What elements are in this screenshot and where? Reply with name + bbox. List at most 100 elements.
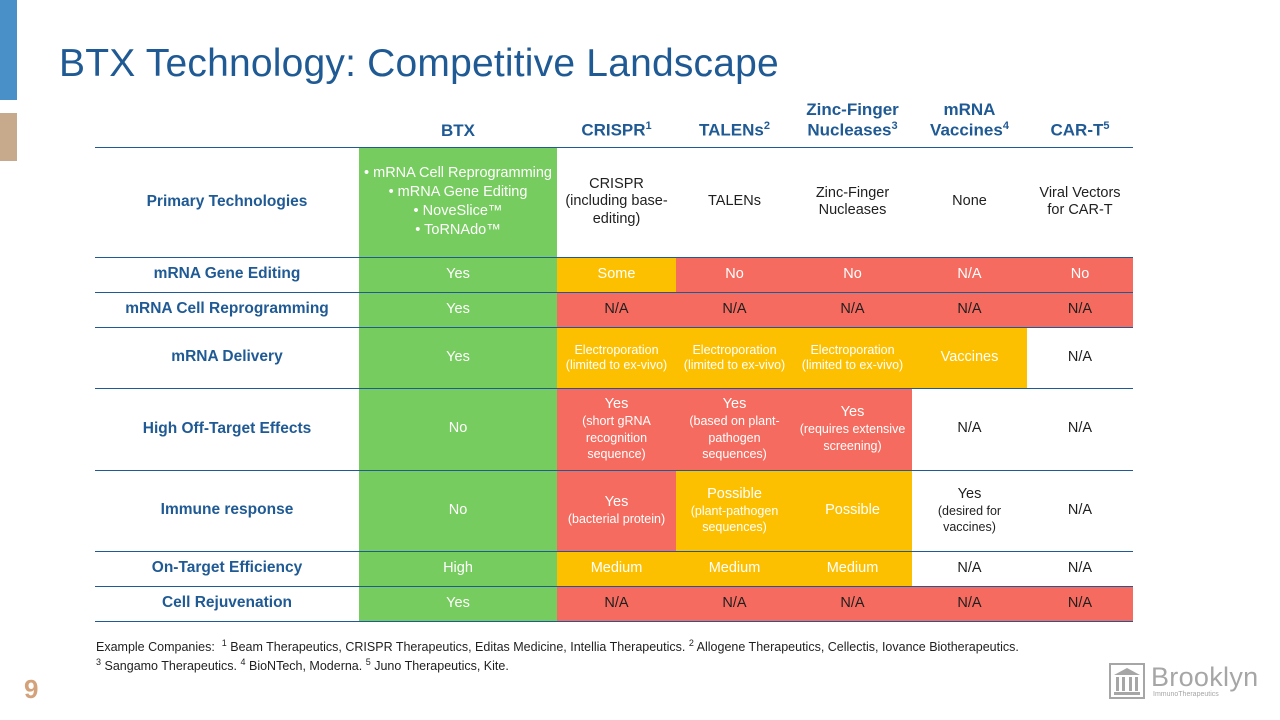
footnote-marker: 2 (688, 638, 694, 648)
row-primary-technologies: Primary Technologies mRNA Cell Reprogram… (95, 147, 1133, 257)
cell-main-text: Yes (604, 493, 629, 510)
cell-cart: N/A (1027, 327, 1133, 388)
cell-crispr: N/A (557, 586, 676, 621)
row-cell-rejuvenation: Cell Rejuvenation Yes N/A N/A N/A N/A N/… (95, 586, 1133, 621)
cell-zfn: N/A (793, 292, 912, 327)
row-on-target-efficiency: On-Target Efficiency High Medium Medium … (95, 551, 1133, 586)
cell-detail-text: (short gRNA recognition sequence) (582, 414, 651, 461)
cell-cart: N/A (1027, 586, 1133, 621)
list-item: mRNA Gene Editing (363, 183, 553, 202)
cell-btx: Yes (359, 327, 557, 388)
header-zfn: Zinc-Finger Nucleases3 (806, 100, 899, 141)
cell-crispr: Some (557, 257, 676, 292)
cell-btx: Yes (359, 586, 557, 621)
cell-mrna: None (912, 147, 1027, 257)
list-item: mRNA Cell Reprogramming (363, 164, 553, 183)
cell-cart: Viral Vectors for CAR-T (1027, 147, 1133, 257)
footnote-prefix: Example Companies: (96, 640, 215, 655)
cell-cart: N/A (1027, 470, 1133, 551)
row-label: Cell Rejuvenation (161, 594, 293, 612)
footnote: Example Companies: 1 Beam Therapeutics, … (96, 637, 1146, 675)
cell-main-text: Yes (722, 395, 747, 412)
row-label: mRNA Cell Reprogramming (125, 300, 329, 318)
row-mrna-gene-editing: mRNA Gene Editing Yes Some No No N/A No (95, 257, 1133, 292)
cell-zfn: Electroporation (limited to ex-vivo) (793, 327, 912, 388)
cell-mrna: N/A (912, 551, 1027, 586)
cell-talens: Yes (based on plant-pathogen sequences) (676, 388, 793, 470)
footnote-text: Allogene Therapeutics, Cellectis, Iovanc… (696, 640, 1019, 655)
footnote-marker: 3 (96, 657, 102, 668)
footnote-text: BioNTech, Moderna. (248, 659, 363, 674)
footnote-marker: 5 (365, 657, 371, 668)
cell-btx: Yes (359, 257, 557, 292)
footnote-marker: 4 (240, 657, 246, 668)
header-btx: BTX (441, 121, 475, 141)
row-mrna-delivery: mRNA Delivery Yes Electroporation (limit… (95, 327, 1133, 388)
cell-crispr: Yes (bacterial protein) (557, 470, 676, 551)
row-high-off-target-effects: High Off-Target Effects No Yes (short gR… (95, 388, 1133, 470)
cell-btx: No (359, 470, 557, 551)
cell-talens: Possible (plant-pathogen sequences) (676, 470, 793, 551)
cell-zfn: N/A (793, 586, 912, 621)
cell-btx: mRNA Cell Reprogramming mRNA Gene Editin… (359, 147, 557, 257)
footnote-text: Beam Therapeutics, CRISPR Therapeutics, … (230, 640, 686, 655)
cell-btx: High (359, 551, 557, 586)
row-label: mRNA Delivery (171, 348, 283, 366)
row-label: mRNA Gene Editing (153, 265, 301, 283)
cell-detail-text: (bacterial protein) (567, 512, 666, 527)
cell-mrna: N/A (912, 257, 1027, 292)
cell-mrna: N/A (912, 292, 1027, 327)
cell-crispr: Electroporation (limited to ex-vivo) (557, 327, 676, 388)
footnote-marker: 1 (221, 638, 227, 648)
cell-crispr: Yes (short gRNA recognition sequence) (557, 388, 676, 470)
cell-main-text: Possible (707, 485, 762, 502)
cell-zfn: Possible (793, 470, 912, 551)
row-label: On-Target Efficiency (151, 559, 303, 577)
cell-detail-text: (plant-pathogen sequences) (690, 503, 779, 535)
slide-title: BTX Technology: Competitive Landscape (59, 42, 779, 85)
row-label: Immune response (160, 501, 294, 519)
cell-crispr: CRISPR (including base-editing) (557, 147, 676, 257)
cell-talens: No (676, 257, 793, 292)
cell-detail-text: (based on plant-pathogen sequences) (689, 414, 780, 461)
logo-name: Brooklyn (1151, 662, 1259, 692)
cell-cart: N/A (1027, 551, 1133, 586)
cell-cart: N/A (1027, 292, 1133, 327)
cell-talens: Electroporation (limited to ex-vivo) (676, 327, 793, 388)
cell-zfn: Yes (requires extensive screening) (793, 388, 912, 470)
cell-mrna: N/A (912, 586, 1027, 621)
cell-detail-text: (requires extensive screening) (799, 422, 906, 453)
header-cart: CAR-T5 (1050, 120, 1110, 141)
cell-detail-text: (desired for vaccines) (937, 503, 1002, 535)
row-label: High Off-Target Effects (142, 419, 312, 437)
comparison-table: BTX CRISPR1 TALENs2 Zinc-Finger Nucleases… (95, 93, 1133, 622)
cell-mrna: Vaccines (912, 327, 1027, 388)
company-logo: Brooklyn ImmunoTherapeutics (1108, 660, 1258, 700)
list-item: NoveSlice™ (363, 202, 553, 221)
cell-zfn: No (793, 257, 912, 292)
cell-mrna: N/A (912, 388, 1027, 470)
cell-crispr: N/A (557, 292, 676, 327)
row-label: Primary Technologies (146, 192, 308, 210)
list-item: ToRNAdo™ (363, 221, 553, 240)
header-mrna-vaccines: mRNA Vaccines4 (930, 100, 1009, 141)
btx-tech-list: mRNA Cell Reprogramming mRNA Gene Editin… (363, 164, 553, 239)
header-talens: TALENs2 (699, 120, 770, 141)
accent-bar-blue (0, 0, 17, 100)
cell-talens: Medium (676, 551, 793, 586)
footnote-text: Sangamo Therapeutics. (104, 659, 238, 674)
cell-main-text: Yes (957, 485, 982, 502)
cell-talens: TALENs (676, 147, 793, 257)
cell-btx: No (359, 388, 557, 470)
row-mrna-cell-reprogramming: mRNA Cell Reprogramming Yes N/A N/A N/A … (95, 292, 1133, 327)
cell-zfn: Medium (793, 551, 912, 586)
cell-crispr: Medium (557, 551, 676, 586)
row-immune-response: Immune response No Yes (bacterial protei… (95, 470, 1133, 551)
accent-bar-tan (0, 113, 17, 161)
cell-cart: N/A (1027, 388, 1133, 470)
header-crispr: CRISPR1 (581, 120, 652, 141)
footnote-text: Juno Therapeutics, Kite. (374, 659, 509, 674)
page-number: 9 (24, 674, 39, 704)
cell-talens: N/A (676, 292, 793, 327)
cell-talens: N/A (676, 586, 793, 621)
